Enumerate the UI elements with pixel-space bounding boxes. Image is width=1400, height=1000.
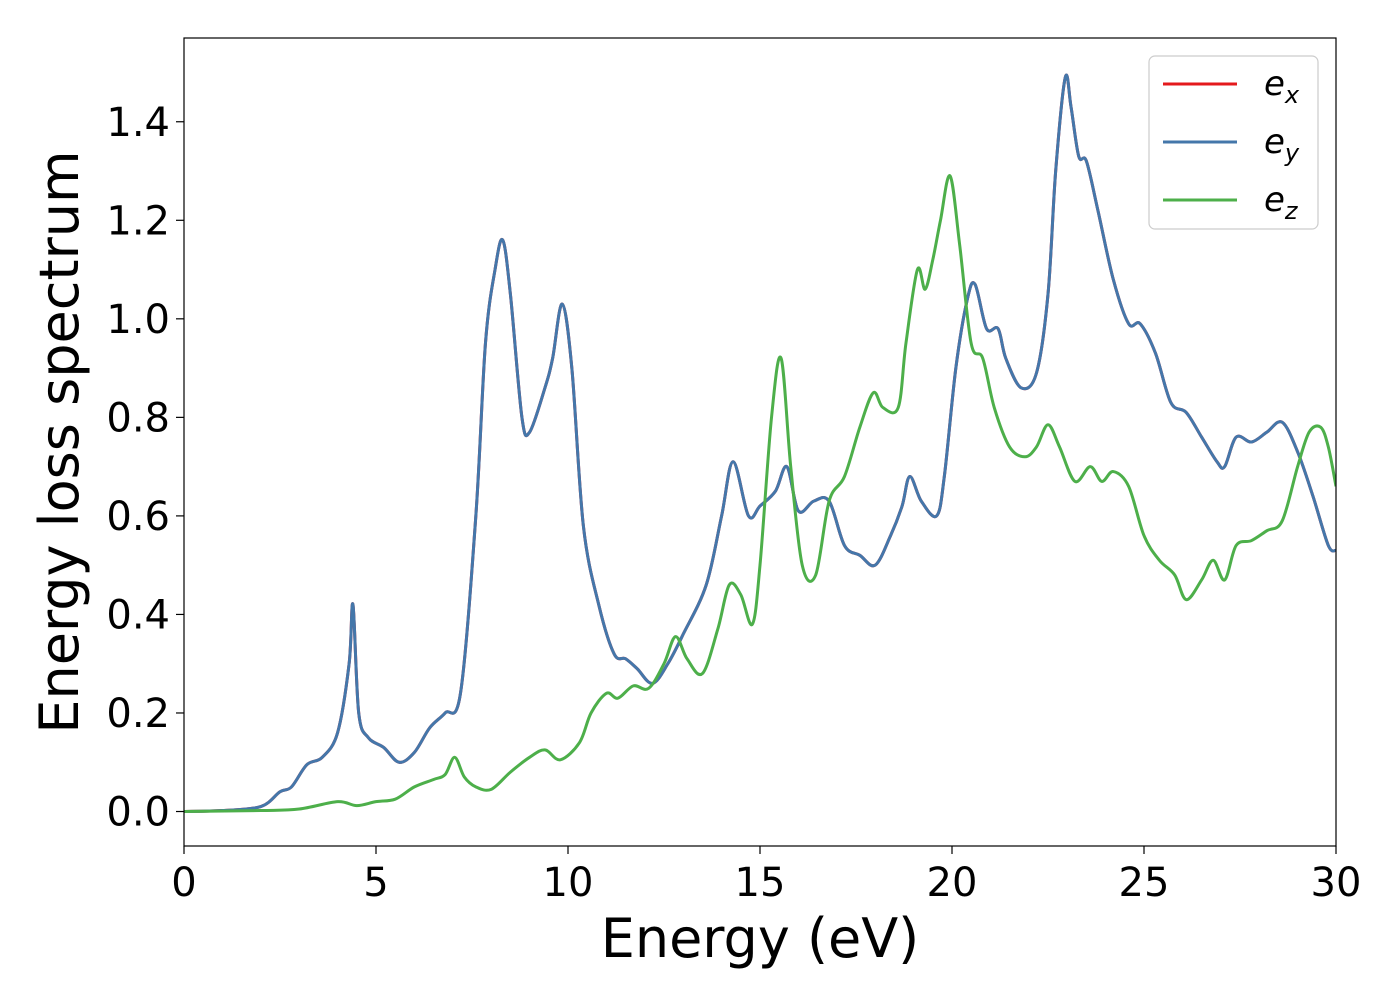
legend: ex ey ez [1148,55,1319,230]
x-axis-label: Energy (eV) [601,907,920,970]
y-tick-label: 0.6 [106,494,170,540]
x-tick-label: 30 [1311,860,1362,906]
y-tick-label: 0.8 [106,395,170,441]
y-tick-label: 1.4 [106,100,170,146]
y-axis-ticks: 0.0 0.2 0.4 0.6 0.8 1.0 1.2 1.4 [106,100,184,836]
x-tick-label: 25 [1119,860,1170,906]
x-tick-label: 5 [363,860,388,906]
series-line-e-z [184,174,1336,814]
legend-label-e-x: ex [1264,64,1300,109]
y-axis-label: Energy loss spectrum [28,150,91,733]
series-layer [184,73,1336,814]
x-tick-label: 20 [927,860,978,906]
x-tick-label: 0 [171,860,196,906]
x-axis-ticks: 0 5 10 15 20 25 30 [171,846,1361,906]
x-tick-label: 10 [543,860,594,906]
legend-label-e-z: ez [1264,180,1299,225]
series-line-e-y [184,73,1336,814]
y-tick-label: 0.2 [106,691,170,737]
y-tick-label: 1.2 [106,198,170,244]
y-tick-label: 1.0 [106,297,170,343]
legend-label-e-y: ey [1264,122,1300,167]
plot-background [184,38,1336,846]
y-tick-label: 0.0 [106,790,170,836]
x-tick-label: 15 [735,860,786,906]
y-tick-label: 0.4 [106,592,170,638]
